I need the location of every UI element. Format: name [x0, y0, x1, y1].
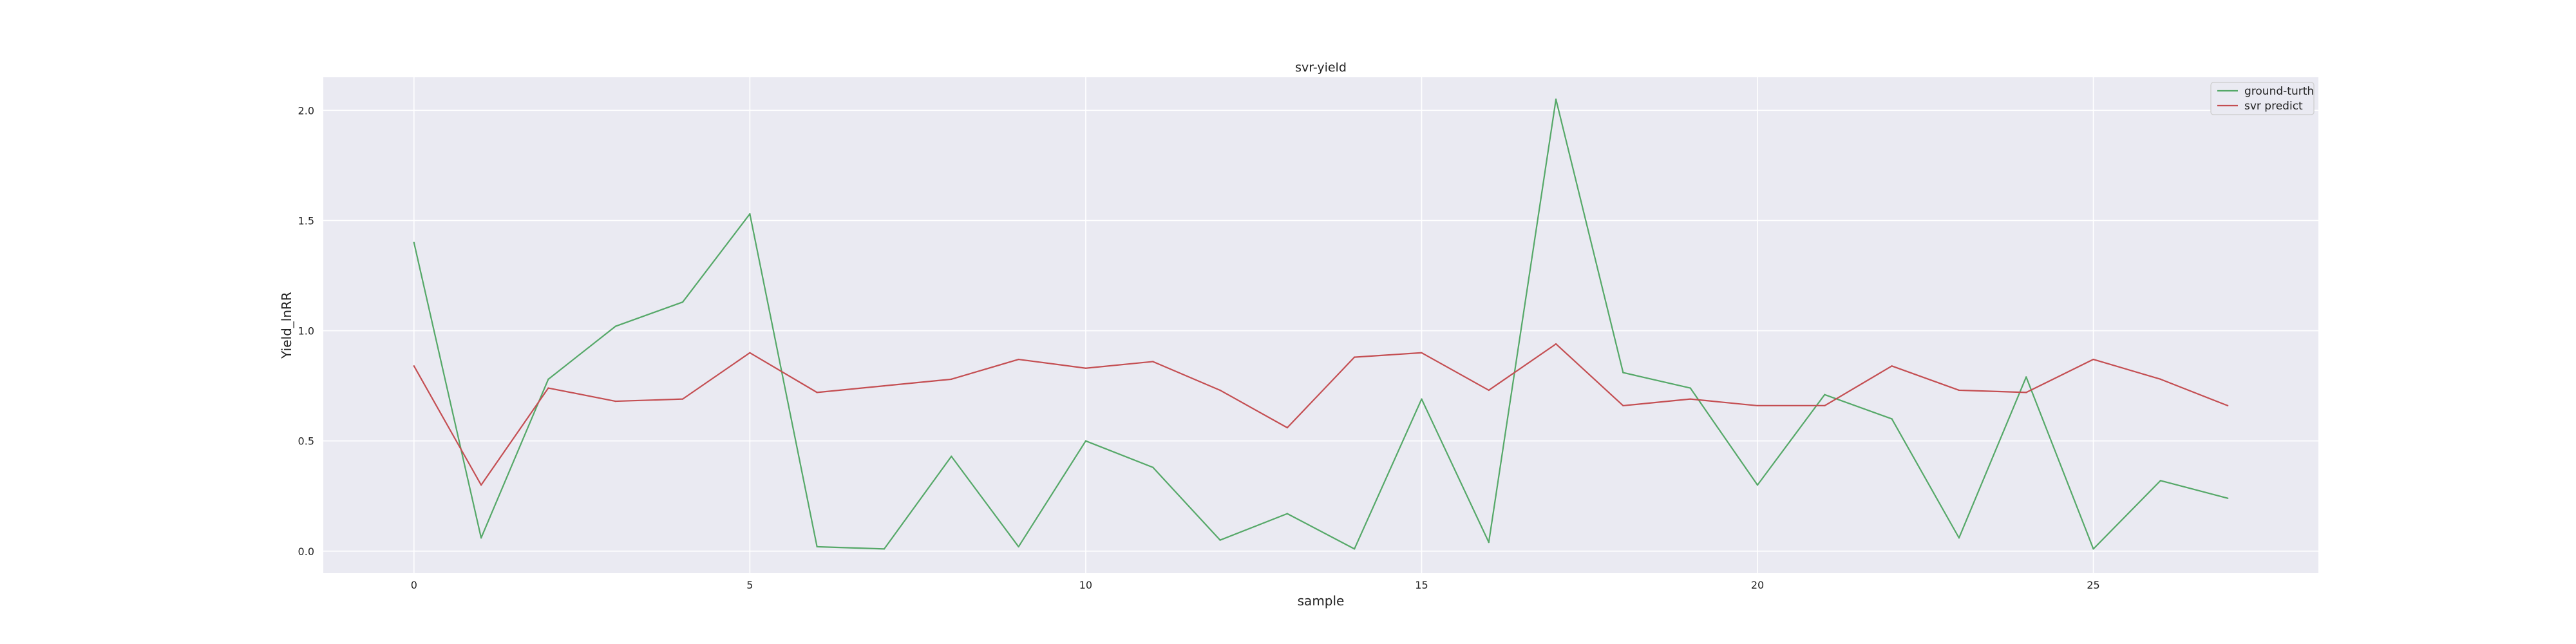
- x-tick-labels: 0 5 10 15 20 25: [411, 579, 2100, 591]
- data-point: [1084, 440, 1087, 442]
- data-point: [1353, 356, 1356, 358]
- y-axis-label: Yield_lnRR: [279, 292, 294, 359]
- legend: ground-turth svr predict: [2210, 82, 2315, 115]
- data-point: [614, 400, 616, 402]
- data-point: [1891, 365, 1893, 367]
- data-point: [2226, 497, 2229, 499]
- data-point: [2092, 548, 2094, 550]
- data-point: [1958, 389, 1960, 392]
- data-point: [2159, 378, 2162, 381]
- data-point: [413, 242, 415, 243]
- data-point: [1756, 484, 1759, 486]
- x-tick-label: 25: [2087, 579, 2099, 591]
- chart-title: svr-yield: [1295, 61, 1347, 75]
- data-point: [1689, 387, 1691, 389]
- data-point: [2159, 480, 2162, 482]
- data-point: [951, 455, 952, 457]
- data-point: [883, 548, 886, 550]
- data-point: [1891, 418, 1893, 420]
- y-tick-label: 1.5: [298, 214, 314, 227]
- data-point: [1018, 545, 1019, 548]
- data-point: [816, 545, 818, 548]
- data-point: [1555, 99, 1557, 100]
- data-point: [883, 384, 886, 387]
- data-point: [951, 378, 952, 381]
- data-point: [681, 398, 684, 400]
- data-point: [1152, 466, 1154, 468]
- x-axis-label: sample: [1298, 593, 1345, 609]
- series-lines: [413, 99, 2229, 550]
- data-point: [1488, 389, 1490, 392]
- data-point: [1286, 513, 1289, 515]
- data-point: [1958, 537, 1960, 539]
- series-line-ground-turth: [413, 99, 2228, 550]
- plot-area: [323, 77, 2318, 573]
- y-tick-labels: 0.0 0.5 1.0 1.5 2.0: [298, 104, 314, 557]
- data-point: [1555, 343, 1557, 345]
- data-point: [547, 387, 549, 389]
- data-point: [1286, 426, 1289, 429]
- y-tick-label: 2.0: [298, 104, 314, 117]
- data-point: [681, 301, 684, 303]
- y-tick-label: 1.0: [298, 325, 314, 337]
- legend-label-svr-predict: svr predict: [2244, 100, 2303, 113]
- data-point: [1421, 352, 1423, 354]
- data-point: [1353, 548, 1356, 550]
- data-point: [1488, 541, 1490, 544]
- legend-label-ground-turth: ground-turth: [2244, 85, 2314, 98]
- data-point: [1219, 539, 1221, 541]
- data-point: [480, 537, 482, 539]
- data-point: [1622, 404, 1624, 407]
- series-line-svr-predict: [413, 343, 2228, 486]
- data-point: [480, 484, 482, 486]
- data-point: [1421, 398, 1423, 400]
- data-point: [413, 365, 415, 367]
- data-point: [1084, 367, 1087, 369]
- x-tick-label: 0: [411, 579, 417, 591]
- data-point: [1018, 358, 1019, 361]
- data-point: [614, 325, 616, 327]
- data-point: [2092, 358, 2094, 361]
- data-point: [1689, 398, 1691, 400]
- data-point: [749, 352, 751, 354]
- data-point: [2025, 392, 2027, 393]
- data-point: [2025, 376, 2027, 378]
- grid-lines: [323, 77, 2318, 573]
- x-tick-label: 20: [1751, 579, 1764, 591]
- data-point: [547, 378, 549, 381]
- y-tick-label: 0.0: [298, 545, 314, 558]
- data-point: [1824, 404, 1826, 407]
- data-point: [816, 392, 818, 393]
- data-point: [1824, 393, 1826, 395]
- x-tick-label: 5: [746, 579, 753, 591]
- x-tick-label: 15: [1415, 579, 1428, 591]
- data-point: [1756, 404, 1759, 407]
- data-point: [1152, 361, 1154, 363]
- y-tick-label: 0.5: [298, 435, 314, 448]
- x-tick-label: 10: [1079, 579, 1092, 591]
- data-point: [1622, 372, 1624, 374]
- data-point: [1219, 389, 1221, 392]
- data-point: [749, 213, 751, 215]
- data-point: [2226, 404, 2229, 407]
